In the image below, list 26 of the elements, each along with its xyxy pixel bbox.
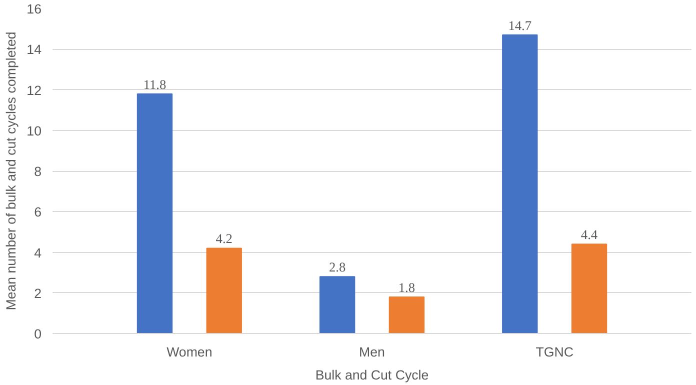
bar: [136, 93, 173, 334]
y-tick-label: 16: [26, 2, 42, 16]
data-label: 11.8: [143, 76, 166, 92]
x-tick-label: Women: [166, 344, 212, 360]
data-label: 14.7: [508, 18, 532, 33]
bar: [206, 248, 242, 334]
bar: [571, 244, 608, 334]
data-label: 4.4: [580, 227, 598, 242]
y-tick-label: 4: [34, 245, 42, 260]
x-axis-title: Bulk and Cut Cycle: [315, 368, 429, 382]
data-label: 4.2: [216, 231, 232, 246]
x-tick-label: TGNC: [536, 344, 574, 360]
y-tick-label: 14: [26, 42, 42, 58]
data-label: 2.8: [328, 260, 346, 275]
data-label: 1.8: [398, 280, 416, 295]
y-tick-label: 8: [34, 164, 42, 179]
y-tick-label: 6: [34, 204, 42, 220]
bar: [502, 34, 538, 334]
bar: [319, 276, 356, 334]
x-tick-label: Men: [359, 344, 385, 360]
y-tick-label: 2: [34, 286, 42, 301]
y-tick-label: 10: [26, 123, 42, 138]
y-tick-label: 0: [34, 326, 42, 342]
bar: [388, 296, 425, 334]
y-axis-title: Mean number of bulk and cut cycles completed: [4, 32, 19, 310]
y-tick-label: 12: [26, 82, 42, 98]
